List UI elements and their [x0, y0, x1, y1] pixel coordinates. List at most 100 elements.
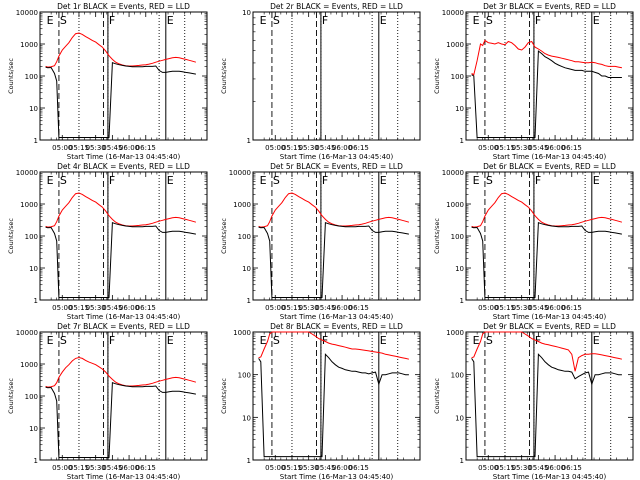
y-tick-label: 1000: [20, 361, 38, 369]
x-axis-label: Start Time (16-Mar-13 04:45:40): [67, 473, 181, 480]
y-tick-label: 10: [455, 265, 464, 273]
y-tick-label: 100: [25, 233, 38, 241]
x-tick-label: 05:15: [495, 464, 515, 472]
panel-det-4: Det 4r BLACK = Events, RED = LLD 1 10 100 10…: [7, 162, 208, 321]
lld-series-line: [471, 39, 623, 76]
chart-title: Det 2r BLACK = Events, RED = LLD: [270, 2, 403, 11]
flare-marker-f: F: [535, 14, 541, 27]
x-tick-label: 05:30: [86, 144, 106, 152]
flare-marker-f: F: [535, 174, 541, 187]
y-tick-label: 10000: [16, 329, 38, 337]
x-tick-label: 06:15: [136, 464, 156, 472]
y-tick-label: 10: [29, 265, 38, 273]
x-tick-label: 05:00: [478, 144, 498, 152]
y-tick-label: 1000: [20, 41, 38, 49]
y-axis-label: Counts/sec: [220, 378, 228, 414]
x-tick-label: 06:00: [332, 144, 352, 152]
flare-marker-f: F: [109, 334, 115, 347]
x-tick-label: 05:00: [265, 464, 285, 472]
lld-series-line: [471, 331, 623, 372]
x-tick-label: 05:00: [265, 144, 285, 152]
y-tick-label: 10000: [16, 9, 38, 17]
y-tick-label: 10000: [442, 169, 464, 177]
panel-det-9: Det 9r BLACK = Events, RED = LLD 1 10 100 10…: [433, 322, 634, 480]
events-series-line: [471, 353, 622, 458]
lld-series-line: [471, 192, 623, 228]
chart-title: Det 5r BLACK = Events, RED = LLD: [270, 162, 403, 171]
lld-series-line: [45, 32, 197, 68]
x-tick-label: 05:00: [265, 304, 285, 312]
flare-marker-e: E: [380, 174, 387, 187]
y-tick-label: 100: [25, 393, 38, 401]
y-tick-label: 1: [34, 457, 38, 465]
x-tick-label: 06:15: [136, 304, 156, 312]
flare-marker-f: F: [535, 334, 541, 347]
flare-marker-s: S: [273, 14, 280, 27]
x-tick-label: 05:45: [528, 144, 548, 152]
x-axis-label: Start Time (16-Mar-13 04:45:40): [493, 473, 607, 480]
flare-marker-e: E: [260, 14, 267, 27]
chart-title: Det 7r BLACK = Events, RED = LLD: [57, 322, 190, 331]
plot-frame: [39, 331, 208, 461]
x-tick-label: 05:30: [299, 304, 319, 312]
plot-frame: [39, 171, 208, 301]
x-tick-label: 05:15: [69, 464, 89, 472]
x-tick-label: 06:00: [332, 464, 352, 472]
events-series-line: [258, 222, 409, 298]
flare-marker-e: E: [260, 334, 267, 347]
events-series-line: [45, 222, 196, 298]
y-tick-label: 10: [455, 105, 464, 113]
plot-frame: [252, 331, 421, 461]
x-tick-label: 06:00: [545, 144, 565, 152]
y-tick-label: 1000: [446, 41, 464, 49]
x-tick-label: 06:00: [332, 304, 352, 312]
flare-marker-e: E: [593, 174, 600, 187]
y-tick-label: 10000: [229, 169, 251, 177]
y-tick-label: 100: [25, 73, 38, 81]
flare-marker-e: E: [167, 174, 174, 187]
x-tick-label: 05:00: [52, 144, 72, 152]
flare-marker-f: F: [109, 174, 115, 187]
plot-frame: [252, 171, 421, 301]
flare-marker-e: E: [593, 14, 600, 27]
x-tick-label: 05:00: [478, 304, 498, 312]
flare-marker-s: S: [486, 334, 493, 347]
y-tick-label: 1000: [233, 201, 251, 209]
flare-marker-s: S: [486, 14, 493, 27]
x-tick-label: 05:15: [282, 304, 302, 312]
chart-title: Det 3r BLACK = Events, RED = LLD: [483, 2, 616, 11]
flare-marker-e: E: [260, 174, 267, 187]
flare-marker-f: F: [322, 14, 328, 27]
y-axis-label: Counts/sec: [220, 218, 228, 254]
x-tick-label: 05:45: [315, 304, 335, 312]
x-axis-label: Start Time (16-Mar-13 04:45:40): [280, 313, 394, 321]
y-tick-label: 1: [460, 297, 464, 305]
x-tick-label: 06:00: [119, 144, 139, 152]
y-tick-label: 10: [29, 105, 38, 113]
x-tick-label: 06:00: [119, 304, 139, 312]
y-tick-label: 1: [460, 457, 464, 465]
x-tick-label: 06:15: [349, 304, 369, 312]
y-axis-label: Counts/sec: [433, 58, 441, 94]
x-axis-label: Start Time (16-Mar-13 04:45:40): [280, 153, 394, 161]
y-tick-label: 1: [247, 297, 251, 305]
y-tick-label: 100: [451, 372, 464, 380]
panel-det-2: Det 2r BLACK = Events, RED = LLD 1 10 Count…: [220, 2, 421, 161]
x-axis-label: Start Time (16-Mar-13 04:45:40): [280, 473, 394, 480]
x-tick-label: 05:00: [52, 464, 72, 472]
panel-det-6: Det 6r BLACK = Events, RED = LLD 1 10 100 10…: [433, 162, 634, 321]
x-tick-label: 05:15: [69, 304, 89, 312]
panel-det-5: Det 5r BLACK = Events, RED = LLD 1 10 100 10…: [220, 162, 421, 321]
x-tick-label: 05:00: [52, 304, 72, 312]
x-tick-label: 05:30: [299, 144, 319, 152]
lld-series-line: [258, 331, 410, 360]
events-series-line: [45, 382, 196, 458]
y-tick-label: 10: [455, 414, 464, 422]
x-tick-label: 05:45: [528, 304, 548, 312]
y-tick-label: 10: [242, 9, 251, 17]
flare-marker-s: S: [60, 14, 67, 27]
plot-frame: [252, 11, 421, 141]
flare-marker-e: E: [593, 334, 600, 347]
x-tick-label: 05:15: [495, 304, 515, 312]
y-tick-label: 1: [34, 137, 38, 145]
